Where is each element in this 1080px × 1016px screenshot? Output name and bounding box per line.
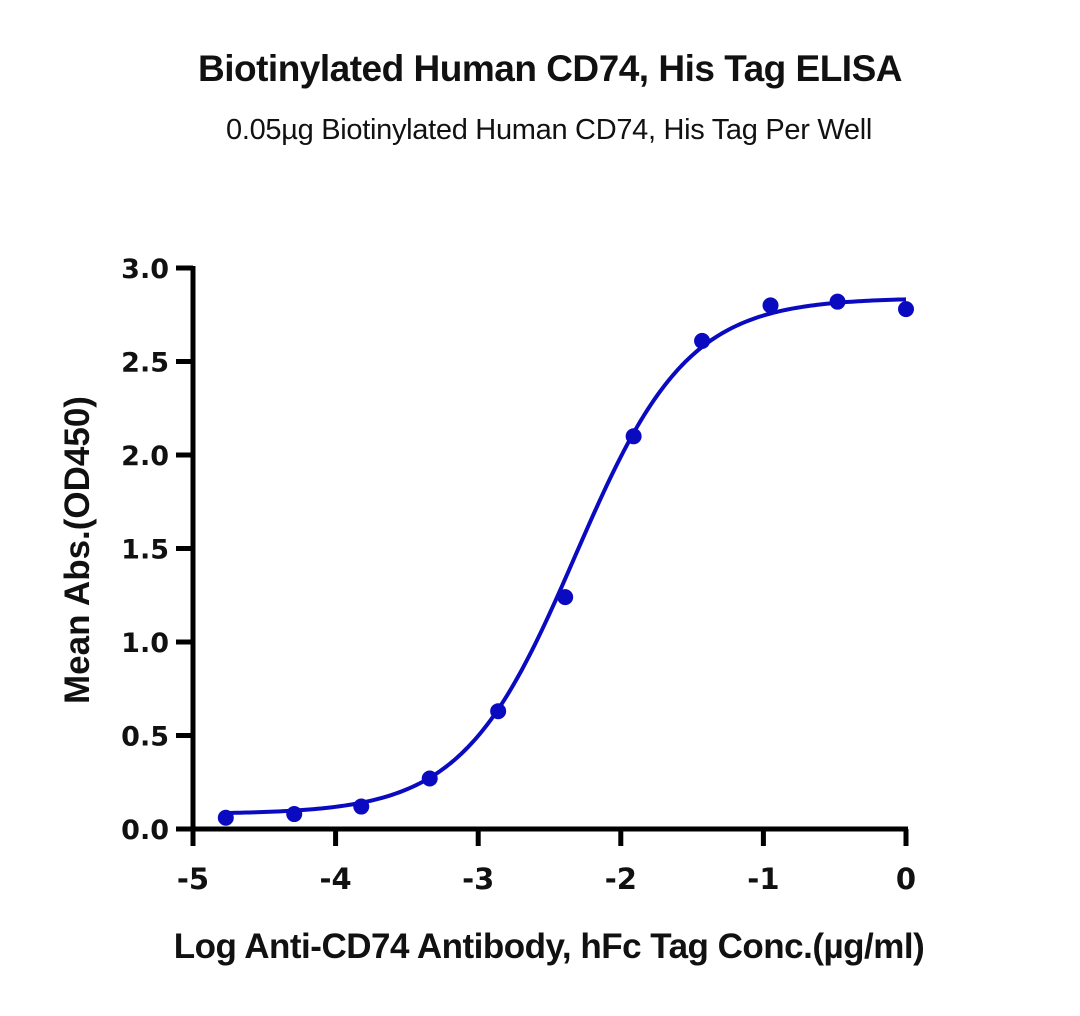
data-point [762,297,779,314]
chart-subtitle: 0.05µg Biotinylated Human CD74, His Tag … [225,114,872,146]
y-tick-label: 1.0 [121,628,169,659]
y-tick-label: 3.0 [121,254,169,285]
x-axis-label: Log Anti-CD74 Antibody, hFc Tag Conc.(µg… [173,927,925,966]
chart-title: Biotinylated Human CD74, His Tag ELISA [198,48,902,89]
data-point [898,301,914,318]
data-point [694,332,711,349]
data-point [625,428,642,445]
fit-curve [225,297,907,815]
data-point [490,703,507,720]
data-point [829,293,846,310]
axes: 0.0 0.5 1.0 1.5 2.0 2.5 3.0 -5 -4 -3 -2 -1 0 [121,254,916,896]
data-point [353,798,370,815]
y-tick-label: 2.5 [121,348,169,379]
data-points [217,293,914,826]
y-tick-label: 1.5 [121,535,169,566]
y-tick-label: 0.0 [121,815,169,846]
data-point [557,589,574,606]
data-point [286,806,303,823]
y-tick-label: 0.5 [121,722,169,753]
x-tick-label: -5 [177,862,209,896]
y-tick-label: 2.0 [121,441,169,472]
fit-curve-line [225,297,907,815]
x-tick-label: -4 [319,862,351,896]
data-point [217,809,234,826]
data-point [421,770,438,787]
x-tick-label: 0 [896,862,916,896]
x-tick-label: -2 [605,862,637,896]
x-tick-label: -1 [747,862,779,896]
x-tick-label: -3 [462,862,494,896]
